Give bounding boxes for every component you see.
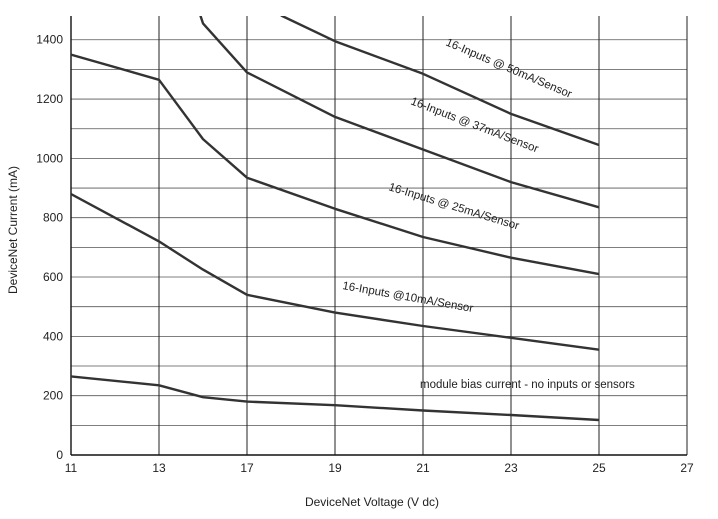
x-tick-label: 19	[328, 461, 342, 475]
y-tick-label: 800	[43, 211, 63, 225]
x-tick-label: 17	[240, 461, 254, 475]
series-line	[71, 53, 600, 276]
x-tick-label: 11	[65, 461, 78, 475]
x-tick-label: 25	[592, 461, 606, 475]
y-tick-label: 1000	[36, 151, 63, 165]
series-line	[71, 192, 600, 351]
x-tick-labels: 11 13 17 19 21 23 25 27	[65, 461, 694, 475]
series-label: 16-Inputs @ 25mA/Sensor	[387, 181, 520, 232]
vertical-gridlines	[70, 16, 688, 456]
series-label: 16-Inputs @ 37mA/Sensor	[409, 96, 540, 156]
y-tick-label: 600	[43, 270, 63, 284]
y-tick-label: 1400	[36, 33, 63, 47]
y-axis-title: DeviceNet Current (mA)	[6, 166, 20, 294]
x-tick-label: 27	[680, 461, 694, 475]
y-tick-labels: 0 200 400 600 800 1000 1200 1400	[36, 33, 63, 462]
series-line	[280, 16, 600, 147]
series-label: module bias current - no inputs or senso…	[420, 379, 635, 391]
series-lines	[71, 16, 600, 422]
y-tick-label: 400	[43, 329, 63, 343]
series-label: 16-Inputs @10mA/Sensor	[341, 280, 474, 315]
x-tick-label: 23	[504, 461, 518, 475]
y-tick-label: 0	[56, 448, 63, 462]
x-axis-title: DeviceNet Voltage (V dc)	[305, 495, 439, 509]
series-line	[199, 16, 600, 209]
horizontal-gridlines	[71, 39, 687, 456]
x-tick-label: 21	[416, 461, 430, 475]
series-line	[71, 375, 600, 422]
series-labels: module bias current - no inputs or senso…	[341, 37, 635, 391]
y-tick-label: 1200	[36, 92, 63, 106]
y-tick-label: 200	[43, 389, 63, 403]
x-tick-label: 13	[152, 461, 166, 475]
